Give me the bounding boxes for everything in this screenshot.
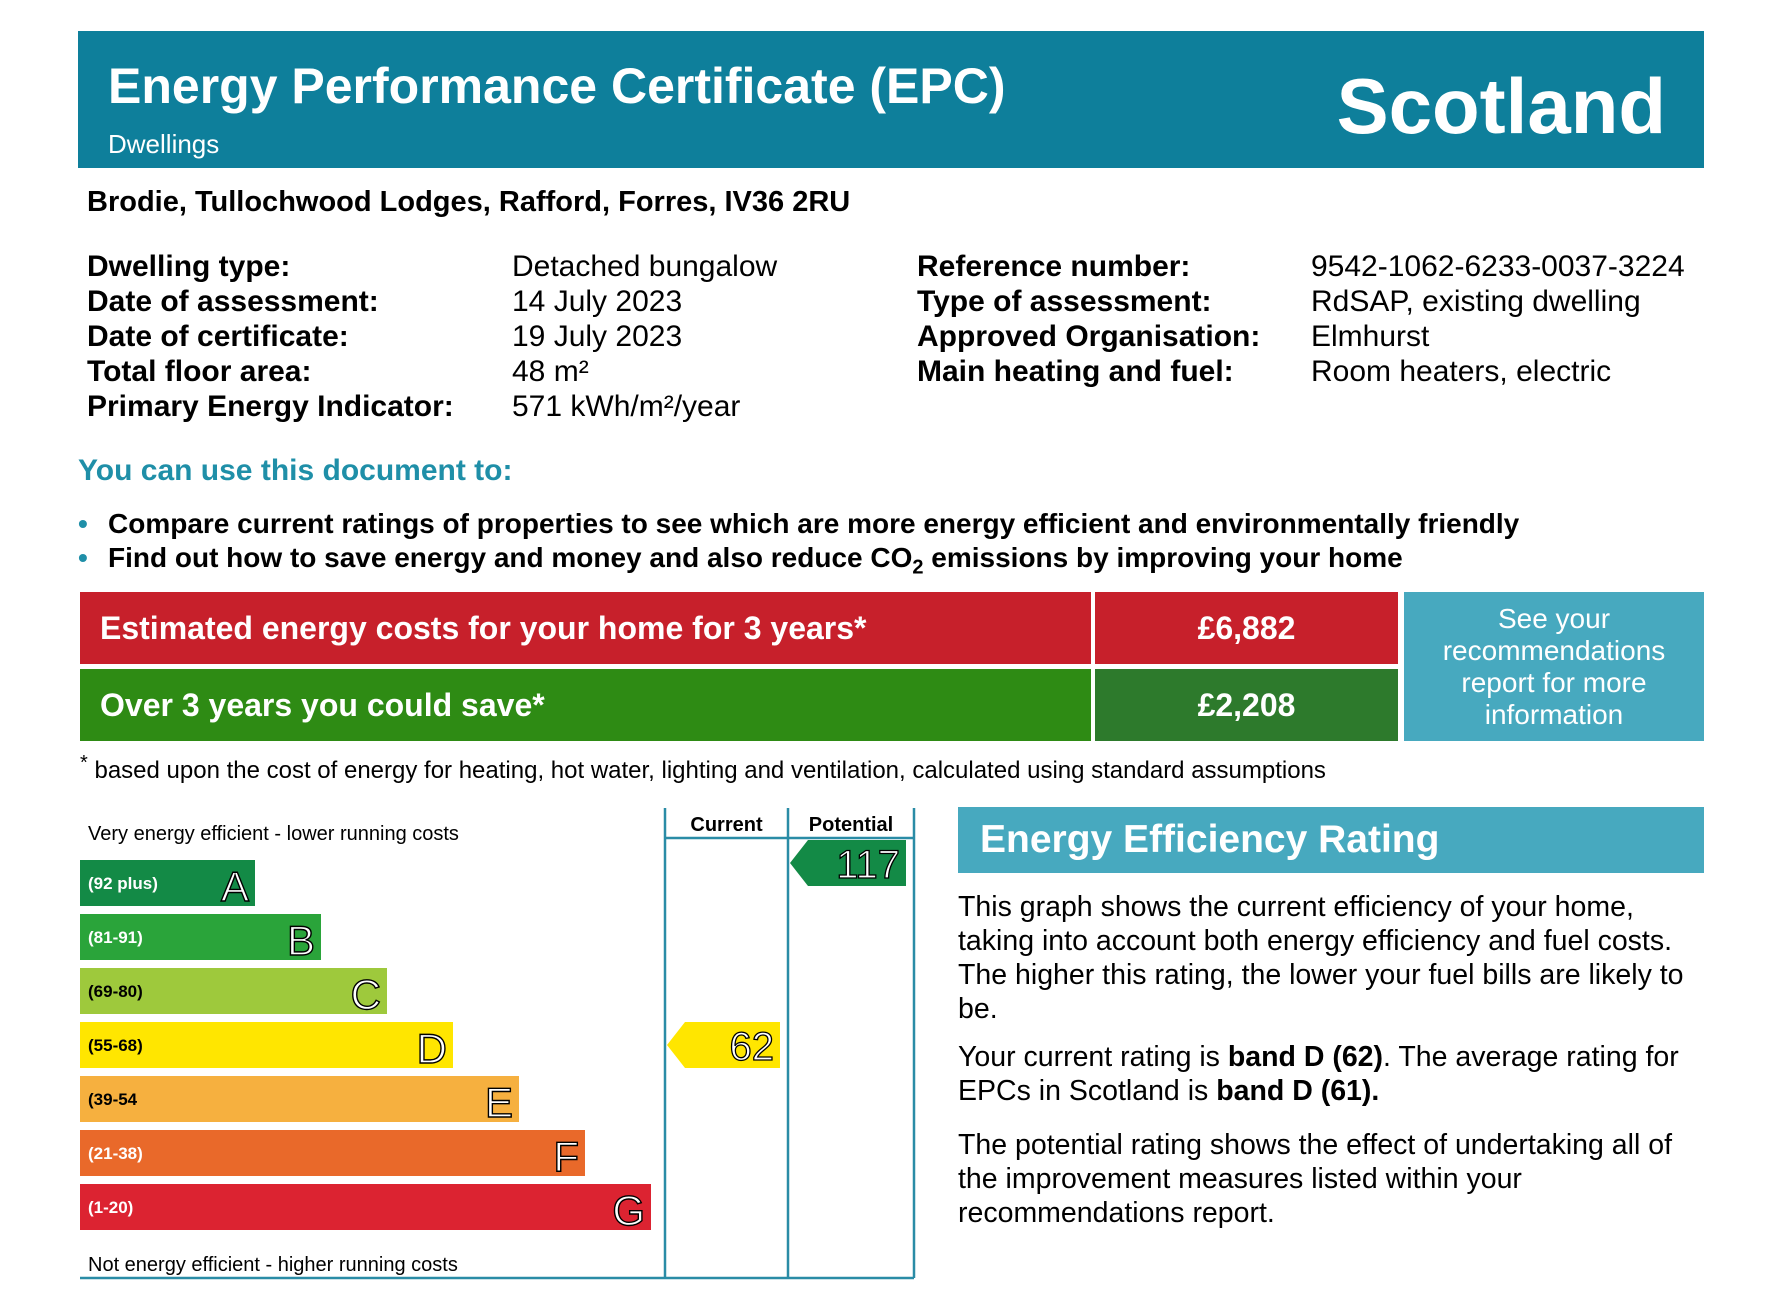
band-range-c: (69-80) bbox=[88, 982, 143, 1001]
band-bar-e bbox=[80, 1076, 519, 1122]
efficiency-paragraph-2: Your current rating is band D (62). The … bbox=[958, 1040, 1698, 1108]
bottom-efficiency-label: Not energy efficient - higher running co… bbox=[88, 1254, 458, 1276]
bullet-dot: • bbox=[78, 542, 88, 573]
band-letter-g: G bbox=[612, 1187, 645, 1234]
assessment-type-label: Type of assessment: bbox=[917, 285, 1212, 318]
use-heading: You can use this document to: bbox=[78, 454, 513, 487]
bullet-text-post: emissions by improving your home bbox=[923, 542, 1403, 573]
average-band-text: band D (61). bbox=[1216, 1075, 1380, 1107]
reference-number-label: Reference number: bbox=[917, 250, 1191, 283]
band-range-b: (81-91) bbox=[88, 928, 143, 947]
potential-rating-arrow bbox=[790, 840, 906, 886]
bullet-text: Compare current ratings of properties to… bbox=[108, 508, 1520, 539]
potential-saving-label: Over 3 years you could save* bbox=[80, 669, 1091, 741]
approved-org-label: Approved Organisation: bbox=[917, 320, 1261, 353]
band-letter-e: E bbox=[485, 1079, 513, 1126]
band-bar-d bbox=[80, 1022, 453, 1068]
band-letter-d: D bbox=[417, 1025, 447, 1072]
heating-fuel-label: Main heating and fuel: bbox=[917, 355, 1234, 388]
band-letter-b: B bbox=[287, 917, 315, 964]
potential-rating-value: 117 bbox=[836, 843, 900, 887]
efficiency-paragraph-3: The potential rating shows the effect of… bbox=[958, 1129, 1673, 1229]
country-label: Scotland bbox=[1336, 62, 1666, 150]
estimated-cost-value: £6,882 bbox=[1095, 592, 1398, 664]
bullet-text-pre: Find out how to save energy and money an… bbox=[108, 542, 913, 573]
primary-energy-value: 571 kWh/m²/year bbox=[512, 390, 741, 423]
certificate-date-value: 19 July 2023 bbox=[512, 320, 683, 353]
page-subtitle: Dwellings bbox=[108, 129, 220, 159]
efficiency-paragraph-1: This graph shows the current efficiency … bbox=[958, 891, 1684, 1025]
epc-header: Energy Performance Certificate (EPC) Dwe… bbox=[78, 31, 1704, 168]
band-letter-f: F bbox=[553, 1133, 579, 1180]
footnote: * based upon the cost of energy for heat… bbox=[80, 752, 1326, 785]
floor-area-label: Total floor area: bbox=[87, 355, 312, 388]
assessment-type-value: RdSAP, existing dwelling bbox=[1311, 285, 1641, 318]
current-column-header: Current bbox=[690, 814, 763, 836]
assessment-date-label: Date of assessment: bbox=[87, 285, 379, 318]
band-bar-c bbox=[80, 968, 387, 1014]
band-range-a: (92 plus) bbox=[88, 874, 158, 893]
property-address: Brodie, Tullochwood Lodges, Rafford, For… bbox=[87, 186, 851, 218]
current-rating-arrow bbox=[667, 1022, 780, 1068]
bullet-dot: • bbox=[78, 508, 88, 539]
band-range-d: (55-68) bbox=[88, 1036, 143, 1055]
efficiency-heading: Energy Efficiency Rating bbox=[958, 807, 1704, 873]
potential-column-header: Potential bbox=[809, 814, 893, 836]
potential-saving-value: £2,208 bbox=[1095, 669, 1398, 741]
primary-energy-label: Primary Energy Indicator: bbox=[87, 390, 454, 423]
band-letter-a: A bbox=[221, 863, 249, 910]
band-letter-c: C bbox=[351, 971, 381, 1018]
band-range-e: (39-54 bbox=[88, 1090, 138, 1109]
p2-text-c: . The average rating for EPCs in Scotlan… bbox=[958, 1041, 1679, 1107]
energy-rating-chart: Very energy efficient - lower running co… bbox=[80, 808, 916, 1280]
footnote-mark: * bbox=[80, 752, 88, 774]
current-rating-value: 62 bbox=[730, 1025, 775, 1069]
band-bar-f bbox=[80, 1130, 585, 1176]
assessment-date-value: 14 July 2023 bbox=[512, 285, 683, 318]
band-range-f: (21-38) bbox=[88, 1144, 143, 1163]
current-band-text: band D (62) bbox=[1227, 1041, 1384, 1073]
bullet-save: • Find out how to save energy and money a… bbox=[78, 542, 1403, 580]
recommendations-report-note: See your recommendations report for more… bbox=[1404, 592, 1704, 741]
dwelling-type-label: Dwelling type: bbox=[87, 250, 291, 283]
band-bar-a bbox=[80, 860, 255, 906]
reference-number-value: 9542-1062-6233-0037-3224 bbox=[1311, 250, 1685, 283]
bullet-text-sub: 2 bbox=[912, 556, 924, 579]
band-bar-g bbox=[80, 1184, 651, 1230]
bullet-compare: • Compare current ratings of properties t… bbox=[78, 508, 1519, 540]
heating-fuel-value: Room heaters, electric bbox=[1311, 355, 1612, 388]
top-efficiency-label: Very energy efficient - lower running co… bbox=[88, 823, 459, 845]
dwelling-type-value: Detached bungalow bbox=[512, 250, 778, 283]
floor-area-value: 48 m² bbox=[512, 355, 589, 388]
approved-org-value: Elmhurst bbox=[1311, 320, 1430, 353]
estimated-cost-label: Estimated energy costs for your home for… bbox=[80, 592, 1091, 664]
p2-text-a: Your current rating is bbox=[958, 1041, 1228, 1073]
page-title: Energy Performance Certificate (EPC) bbox=[108, 58, 1006, 114]
footnote-text: based upon the cost of energy for heatin… bbox=[87, 757, 1326, 784]
certificate-date-label: Date of certificate: bbox=[87, 320, 349, 353]
band-range-g: (1-20) bbox=[88, 1198, 133, 1217]
band-bar-b bbox=[80, 914, 321, 960]
